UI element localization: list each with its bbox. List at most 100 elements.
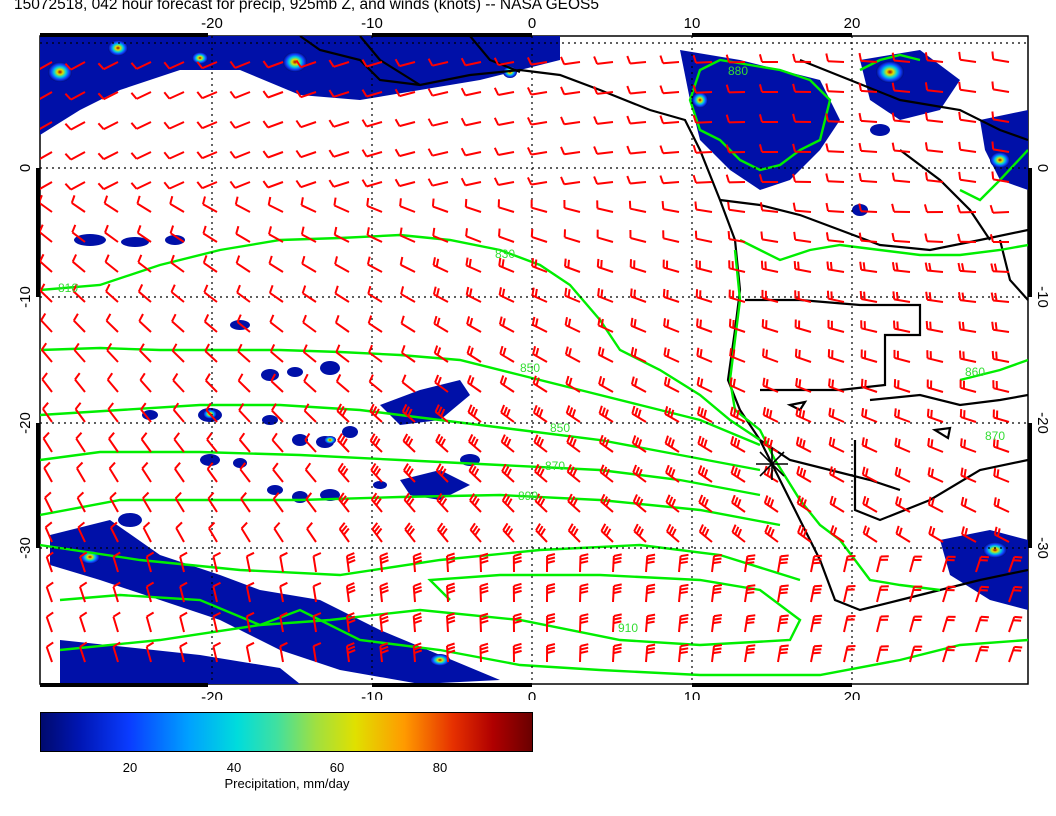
wind-barb-staff	[104, 202, 119, 213]
wind-barb-feather	[647, 643, 656, 648]
forecast-map[interactable]: -20 -10 0 10 20 -20 -10 0 10 20 0 -10 -2…	[0, 0, 1056, 700]
wind-barb-feather	[571, 438, 577, 448]
wind-barb-feather	[736, 409, 740, 419]
wind-barb-feather	[112, 581, 121, 588]
wind-barb-staff	[72, 290, 86, 303]
wind-barb-feather	[780, 644, 789, 648]
wind-barb-feather	[238, 432, 246, 441]
wind-barb-staff	[366, 121, 383, 128]
wind-barb-feather	[779, 591, 788, 595]
wind-barb-feather	[891, 172, 896, 181]
wind-barb-feather	[146, 551, 155, 558]
wind-barb-feather	[104, 254, 110, 263]
wind-barb-staff	[596, 121, 614, 125]
wind-barb-feather	[174, 491, 182, 500]
wind-barb-feather	[361, 149, 368, 158]
wind-barb-feather	[130, 152, 138, 160]
wind-barb-feather	[40, 253, 45, 262]
wind-barb-feather	[725, 84, 730, 93]
wind-barb-feather	[237, 373, 244, 382]
wind-barb-feather	[600, 289, 604, 298]
wind-barb-feather	[212, 581, 221, 588]
wind-barb-feather	[928, 262, 932, 271]
wind-barb-feather	[613, 643, 622, 647]
page-title: 15072518, 042 hour forecast for precip, …	[14, 0, 599, 13]
wind-barb-feather	[780, 618, 789, 621]
wind-barb-feather	[632, 464, 638, 473]
wind-barb-feather	[502, 377, 508, 386]
wind-barb-feather	[680, 553, 689, 558]
wind-barb-feather	[64, 93, 72, 101]
wind-barb-feather	[441, 528, 448, 536]
wind-barb-feather	[179, 581, 188, 588]
wind-barb-feather	[212, 641, 221, 648]
wind-barb-feather	[64, 153, 72, 161]
wind-barb-feather	[930, 439, 934, 448]
wind-barb-feather	[268, 284, 274, 294]
wind-barb-feather	[858, 232, 863, 241]
wind-barb-feather	[560, 176, 566, 185]
wind-barb-feather	[76, 491, 85, 499]
wind-barb-feather	[203, 284, 209, 293]
wind-barb-feather	[413, 649, 423, 655]
wind-barb-feather	[374, 408, 380, 417]
wind-barb-feather	[97, 122, 105, 130]
wind-barb-feather	[713, 587, 722, 591]
wind-barb-feather	[513, 646, 522, 651]
wind-barb-feather	[207, 491, 215, 500]
wind-barb-feather	[468, 258, 472, 268]
wind-barb-feather	[891, 112, 896, 121]
wind-barb-feather	[1013, 589, 1022, 592]
wind-barb-feather	[991, 141, 995, 150]
wind-barb-feather	[79, 641, 88, 648]
wind-barb-feather	[958, 141, 962, 150]
wind-barb-feather	[413, 559, 423, 565]
wind-barb-feather	[539, 498, 546, 507]
wind-barb-staff	[40, 151, 53, 160]
wind-barb-feather	[994, 322, 998, 331]
wind-barb-feather	[498, 287, 502, 296]
wind-barb-feather	[961, 526, 965, 535]
wind-barb-feather	[262, 60, 269, 69]
wind-barb-feather	[236, 284, 241, 293]
wind-barb-staff	[695, 91, 713, 94]
wind-barb-feather	[427, 178, 434, 187]
wind-barb-feather	[990, 263, 994, 272]
wind-barb-feather	[825, 113, 829, 122]
wind-barb-feather	[696, 406, 701, 415]
wind-barb-feather	[407, 408, 413, 417]
wind-barb-feather	[436, 288, 440, 297]
wind-barb-feather	[303, 373, 309, 382]
wind-barb-feather	[500, 404, 506, 413]
wind-barb-feather	[346, 582, 355, 588]
wind-barb-staff	[171, 320, 185, 333]
wind-barb-staff	[204, 320, 218, 333]
wind-barb-feather	[105, 313, 112, 322]
wind-barb-feather	[958, 321, 962, 330]
wind-barb-feather	[465, 286, 470, 296]
wind-barb-feather	[433, 345, 439, 354]
contour-label: 810	[58, 281, 78, 295]
wind-barb-feather	[64, 183, 72, 191]
wind-barb-feather	[646, 590, 655, 595]
wind-barb-staff	[272, 468, 284, 483]
wind-barb-feather	[163, 181, 171, 190]
wind-barb-feather	[480, 616, 489, 621]
wind-barb-feather	[829, 466, 833, 475]
wind-barb-feather	[747, 584, 756, 588]
wind-barb-feather	[862, 525, 867, 534]
wind-barb-feather	[513, 556, 522, 561]
wind-barb-feather	[560, 86, 566, 95]
colorbar-tick-label: 60	[329, 760, 345, 775]
wind-barb-staff	[206, 438, 218, 453]
wind-barb-feather	[799, 497, 804, 506]
wind-barb-staff	[73, 319, 86, 333]
wind-barb-staff	[207, 498, 218, 513]
wind-barb-staff	[432, 151, 449, 157]
wind-barb-feather	[613, 560, 622, 565]
wind-barb-staff	[267, 121, 284, 129]
wind-barb-feather	[302, 344, 308, 353]
wind-barb-staff	[579, 555, 582, 573]
wind-barb-feather	[989, 204, 994, 214]
contour-label: 850	[520, 361, 540, 375]
